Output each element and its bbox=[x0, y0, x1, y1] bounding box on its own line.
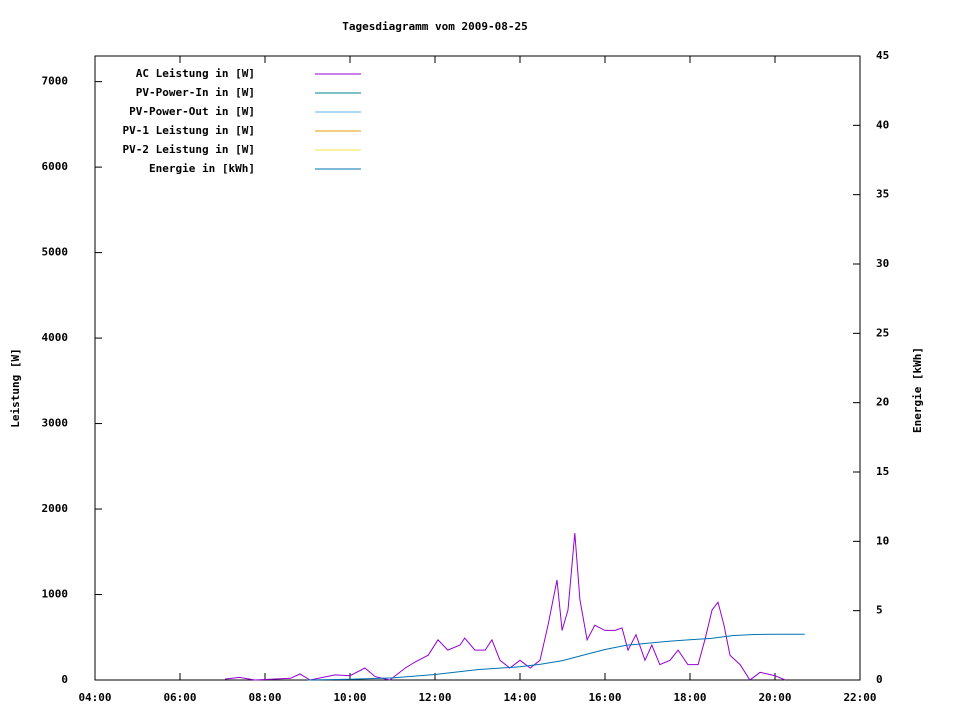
y-tick-label: 0 bbox=[61, 673, 68, 686]
y2-tick-label: 35 bbox=[876, 188, 889, 201]
y-tick-label: 3000 bbox=[42, 417, 69, 430]
y2-tick-label: 15 bbox=[876, 465, 889, 478]
y-tick-label: 4000 bbox=[42, 331, 69, 344]
y2-tick-label: 5 bbox=[876, 604, 883, 617]
x-tick-label: 08:00 bbox=[248, 691, 281, 704]
y-axis-label: Leistung [W] bbox=[9, 348, 22, 427]
plot-frame bbox=[94, 55, 861, 681]
series-line bbox=[307, 633, 805, 681]
legend-label: PV-Power-In in [W] bbox=[136, 86, 255, 99]
y-tick-label: 2000 bbox=[42, 502, 69, 515]
x-tick-label: 20:00 bbox=[758, 691, 791, 704]
y-tick-label: 1000 bbox=[42, 588, 69, 601]
y2-tick-label: 10 bbox=[876, 534, 889, 547]
x-tick-label: 22:00 bbox=[843, 691, 876, 704]
series-line bbox=[224, 532, 786, 681]
legend-label: PV-1 Leistung in [W] bbox=[123, 124, 255, 137]
y-tick-label: 6000 bbox=[42, 160, 69, 173]
chart-title: Tagesdiagramm vom 2009-08-25 bbox=[342, 20, 527, 33]
x-tick-label: 06:00 bbox=[163, 691, 196, 704]
y2-tick-label: 30 bbox=[876, 257, 889, 270]
legend-label: PV-2 Leistung in [W] bbox=[123, 143, 255, 156]
x-tick-label: 12:00 bbox=[418, 691, 451, 704]
y-tick-label: 5000 bbox=[42, 246, 69, 259]
y2-tick-label: 45 bbox=[876, 49, 889, 62]
y-tick-label: 7000 bbox=[42, 75, 69, 88]
y2-tick-label: 25 bbox=[876, 326, 889, 339]
x-tick-label: 14:00 bbox=[503, 691, 536, 704]
legend-label: Energie in [kWh] bbox=[149, 162, 255, 175]
x-tick-label: 16:00 bbox=[588, 691, 621, 704]
legend-label: PV-Power-Out in [W] bbox=[129, 105, 255, 118]
x-tick-label: 10:00 bbox=[333, 691, 366, 704]
y2-tick-label: 40 bbox=[876, 118, 889, 131]
y2-tick-label: 20 bbox=[876, 396, 889, 409]
y2-axis-label: Energie [kWh] bbox=[911, 347, 924, 433]
x-tick-label: 18:00 bbox=[673, 691, 706, 704]
x-tick-label: 04:00 bbox=[78, 691, 111, 704]
y2-tick-label: 0 bbox=[876, 673, 883, 686]
legend-label: AC Leistung in [W] bbox=[136, 67, 255, 80]
